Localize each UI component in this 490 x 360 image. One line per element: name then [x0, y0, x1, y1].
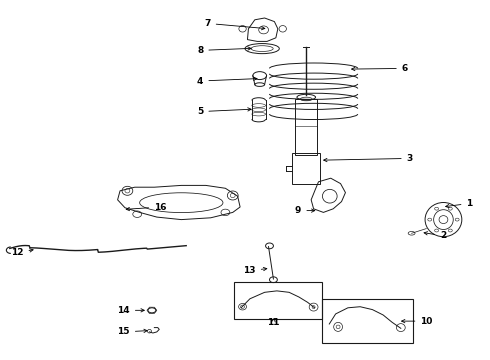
Text: 5: 5	[197, 107, 251, 116]
Bar	[292, 153, 320, 184]
Text: 3: 3	[324, 154, 413, 163]
Text: 15: 15	[117, 328, 147, 336]
Text: 16: 16	[126, 202, 167, 211]
Text: 4: 4	[197, 77, 257, 85]
Text: 12: 12	[11, 248, 33, 257]
Text: 14: 14	[117, 306, 144, 315]
Text: 7: 7	[204, 19, 265, 30]
Text: 11: 11	[267, 318, 280, 327]
Bar	[295, 99, 317, 155]
Text: 1: 1	[446, 199, 473, 208]
Text: 10: 10	[402, 317, 433, 325]
Text: 6: 6	[352, 64, 408, 73]
Text: 8: 8	[197, 46, 251, 55]
Text: 2: 2	[424, 231, 446, 240]
Text: 9: 9	[295, 206, 315, 215]
Text: 13: 13	[243, 266, 267, 275]
